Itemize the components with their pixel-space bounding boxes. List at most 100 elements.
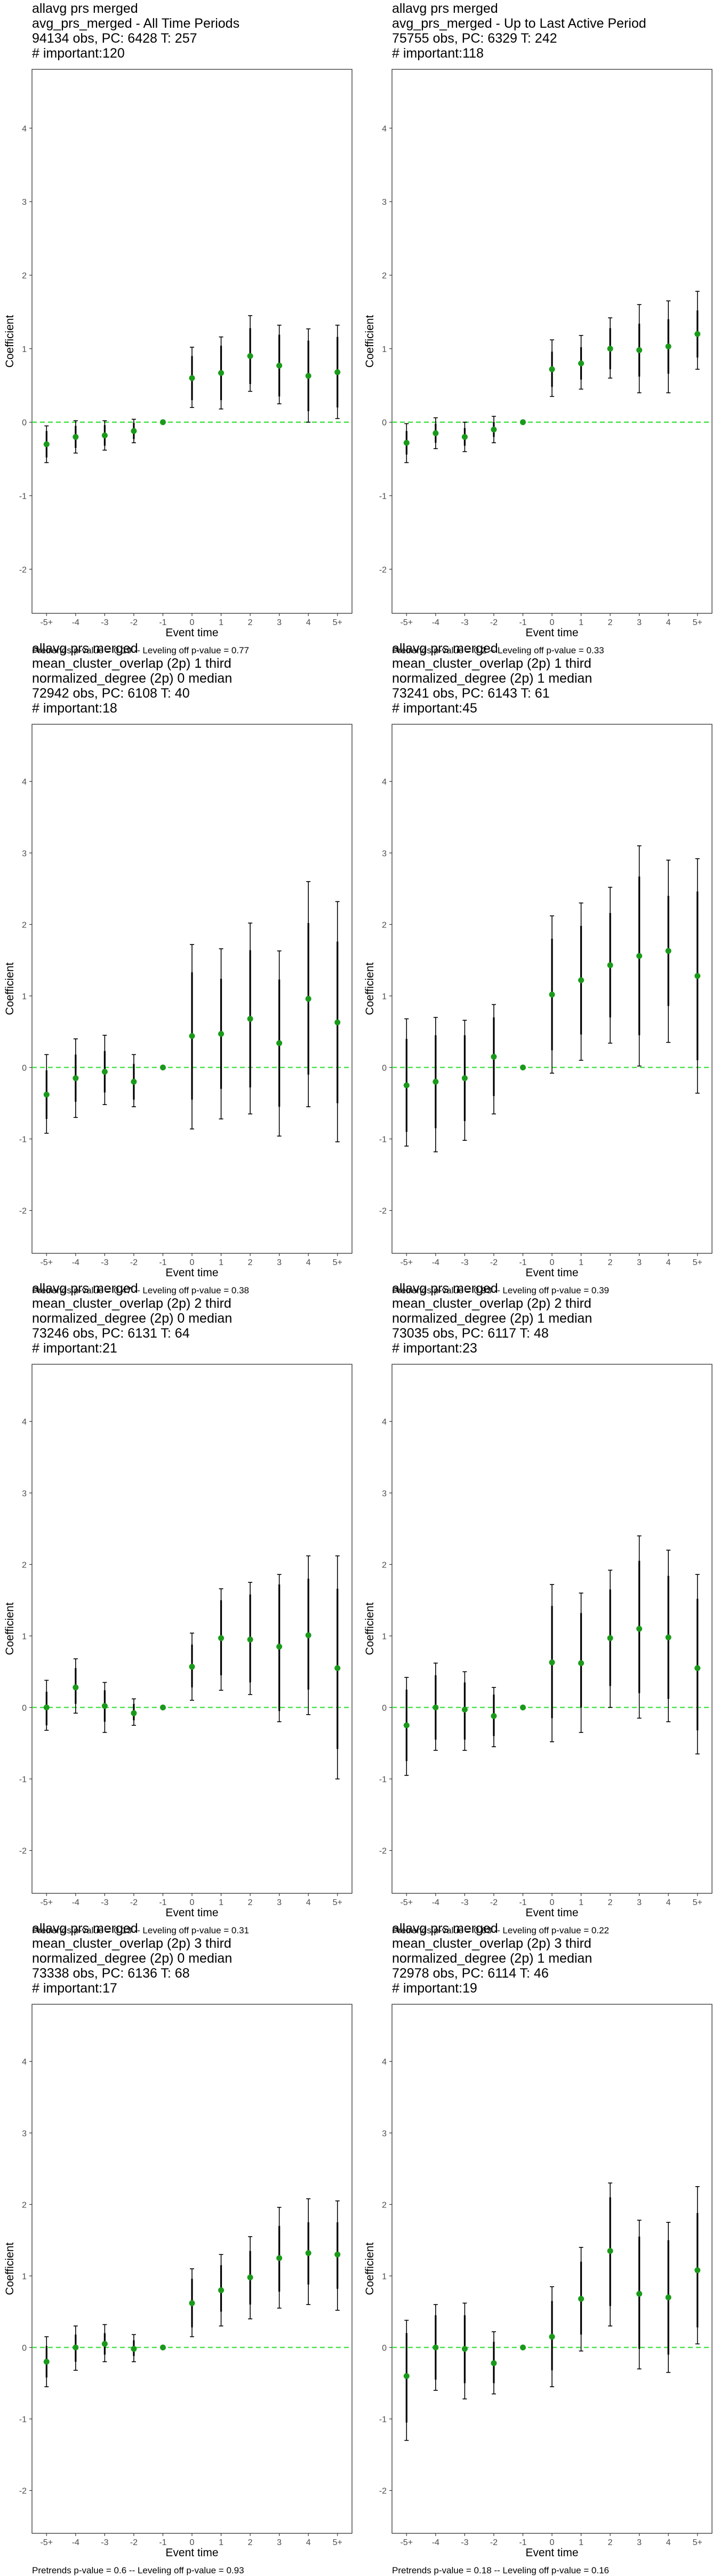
y-tick-label: 4 (382, 778, 387, 787)
p-value-footer: Pretrends p-value = 0.19 -- Leveling off… (32, 645, 249, 655)
chart-plot: -2 -1 0 1 2 3 4 -5+ -4 -3 -2 -1 0 1 2 3 4 5+ Event time Coe… (4, 1364, 353, 1919)
y-tick-label: 3 (22, 1489, 27, 1498)
data-point (131, 2346, 137, 2352)
data-point (218, 370, 225, 376)
x-tick-label: 3 (637, 618, 642, 627)
x-tick-label: 3 (637, 2538, 642, 2547)
data-point (131, 1710, 137, 1716)
chart-title: allavg prs merged mean_cluster_overlap (2… (392, 1281, 717, 1356)
chart-title-line: # important:118 (392, 46, 484, 61)
x-tick-label: 5+ (693, 618, 702, 627)
data-point (43, 2358, 50, 2365)
data-point (73, 2344, 79, 2350)
chart-panel: allavg prs merged mean_cluster_overlap (2… (0, 1920, 360, 2575)
data-point (607, 2247, 613, 2254)
x-tick-label: -3 (461, 1258, 468, 1267)
p-value-footer: Pretrends p-value = 0.63 -- Leveling off… (392, 1925, 609, 1935)
data-point (461, 434, 468, 440)
chart-title-line: 73241 obs, PC: 6143 T: 61 (392, 686, 550, 701)
data-point (101, 432, 108, 438)
y-tick-label: 2 (382, 921, 387, 930)
chart-title-line: allavg prs merged (392, 641, 498, 656)
x-tick-label: 0 (190, 1898, 195, 1907)
chart-panel: allavg prs merged mean_cluster_overlap (2… (360, 1280, 720, 1935)
data-point (247, 1636, 253, 1643)
data-point (578, 360, 585, 366)
data-point (636, 2291, 643, 2297)
x-tick-label: -1 (159, 1258, 166, 1267)
x-tick-label: 5+ (333, 1258, 342, 1267)
x-tick-label: -1 (519, 1898, 526, 1907)
chart-title-line: mean_cluster_overlap (2p) 1 third (32, 656, 231, 671)
y-tick-label: 0 (22, 1703, 27, 1713)
x-tick-label: -5+ (400, 1258, 413, 1267)
x-tick-label: -5+ (400, 618, 413, 627)
data-point (218, 1635, 225, 1641)
data-point (665, 2294, 671, 2301)
data-point (276, 362, 283, 369)
y-tick-label: 0 (22, 1063, 27, 1073)
y-tick-label: -2 (379, 2487, 387, 2496)
p-value-footer: Pretrends p-value = 0.18 -- Leveling off… (392, 2565, 609, 2575)
data-point (491, 426, 497, 433)
x-tick-label: -1 (519, 1258, 526, 1267)
y-tick-label: 1 (22, 345, 27, 354)
y-tick-label: 1 (382, 1632, 387, 1641)
data-point (305, 996, 311, 1002)
y-tick-label: 2 (382, 271, 387, 281)
x-tick-label: -5+ (40, 1258, 53, 1267)
y-tick-label: 0 (382, 419, 387, 428)
x-tick-label: -2 (490, 1258, 498, 1267)
x-tick-label: -4 (432, 1258, 439, 1267)
x-tick-label: 4 (306, 618, 311, 627)
data-point (247, 2274, 253, 2281)
chart-title-line: 72978 obs, PC: 6114 T: 46 (392, 1966, 549, 1981)
y-tick-label: -1 (19, 2415, 27, 2425)
x-tick-label: 1 (579, 1258, 583, 1267)
x-axis-label: Event time (525, 1267, 578, 1279)
x-tick-label: -2 (490, 618, 498, 627)
chart-title-line: avg_prs_merged - Up to Last Active Perio… (392, 16, 646, 31)
y-tick-label: -2 (379, 1207, 387, 1216)
data-point (305, 2250, 311, 2257)
data-point (73, 1684, 79, 1691)
p-value-footer: Pretrends p-value = 0.6 -- Leveling off … (32, 2565, 244, 2575)
y-tick-label: 3 (22, 2129, 27, 2138)
x-tick-label: 5+ (693, 2538, 702, 2547)
y-tick-label: 4 (382, 1418, 387, 1427)
x-tick-label: -4 (432, 1898, 439, 1907)
data-point (131, 1078, 137, 1085)
data-point (73, 1075, 79, 1082)
data-point (189, 375, 195, 381)
data-point (694, 331, 701, 337)
data-point (549, 991, 555, 998)
chart-plot: -2 -1 0 1 2 3 4 -5+ -4 -3 -2 -1 0 1 2 3 4 5+ Event time Coe… (364, 1364, 713, 1919)
data-point (607, 962, 613, 969)
y-tick-label: 3 (22, 198, 27, 207)
y-tick-label: -1 (379, 1135, 387, 1145)
plot-border (391, 2004, 713, 2534)
x-tick-label: 0 (550, 618, 555, 627)
data-point (218, 2287, 225, 2293)
x-tick-label: 5+ (333, 618, 342, 627)
y-tick-label: -2 (379, 1847, 387, 1856)
data-point (403, 1722, 410, 1729)
x-tick-label: 3 (277, 1898, 282, 1907)
data-point (247, 353, 253, 359)
x-tick-label: 2 (248, 2538, 253, 2547)
x-tick-label: 4 (306, 1258, 311, 1267)
data-point (73, 434, 79, 440)
data-point (276, 1644, 283, 1650)
x-tick-label: -5+ (40, 618, 53, 627)
chart-title-line: # important:18 (32, 701, 117, 716)
x-tick-label: -2 (130, 1898, 138, 1907)
chart-panel: allavg prs merged mean_cluster_overlap (2… (360, 1920, 720, 2575)
x-tick-label: 5+ (693, 1258, 702, 1267)
x-tick-label: 1 (219, 1898, 223, 1907)
x-tick-label: 2 (248, 618, 253, 627)
data-point (461, 1075, 468, 1082)
x-tick-label: -4 (72, 618, 79, 627)
chart-title-line: # important:23 (392, 1341, 477, 1356)
data-point (403, 439, 410, 446)
